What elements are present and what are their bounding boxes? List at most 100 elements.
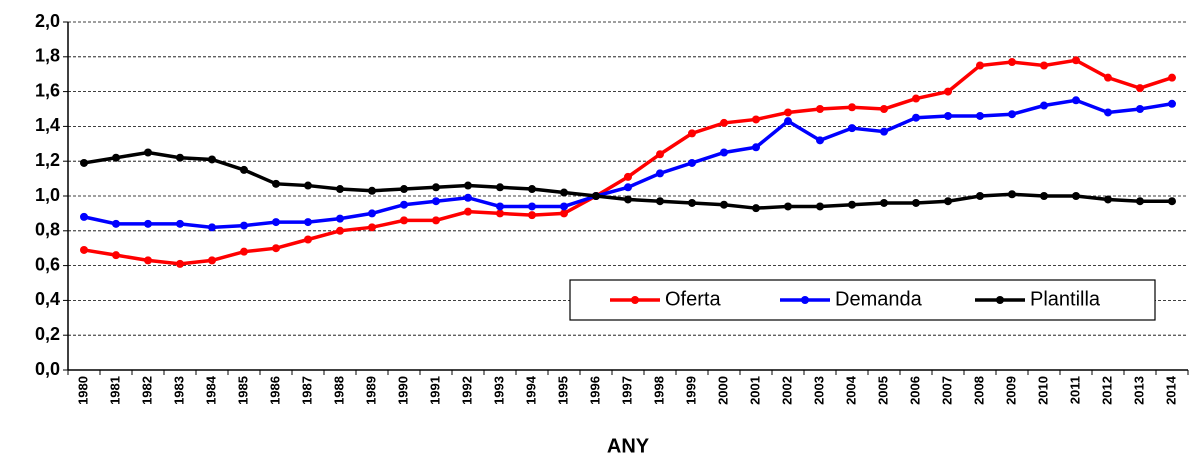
- point: [944, 87, 952, 96]
- x-tick-label: 2009: [1003, 376, 1018, 405]
- point: [1104, 108, 1112, 117]
- point: [208, 256, 216, 265]
- point: [912, 198, 920, 207]
- point: [464, 193, 472, 202]
- point: [880, 198, 888, 207]
- legend-label: Oferta: [665, 288, 721, 310]
- x-tick-label: 2007: [939, 376, 954, 405]
- point: [272, 244, 280, 253]
- point: [624, 183, 632, 192]
- point: [1072, 56, 1080, 65]
- point: [816, 105, 824, 113]
- y-tick-label: 0,4: [35, 289, 60, 309]
- point: [304, 235, 312, 244]
- point: [816, 136, 824, 145]
- x-axis-label: ANY: [607, 435, 650, 457]
- point: [272, 179, 280, 188]
- y-tick-label: 1,0: [35, 185, 60, 205]
- point: [560, 188, 568, 197]
- point: [560, 202, 568, 211]
- point: [656, 150, 664, 159]
- point: [400, 200, 408, 209]
- point: [144, 148, 152, 157]
- point: [976, 192, 984, 200]
- point: [1072, 96, 1080, 105]
- point: [976, 61, 984, 70]
- x-tick-label: 1995: [555, 376, 570, 405]
- point: [1008, 190, 1016, 199]
- x-tick-label: 1984: [203, 375, 218, 405]
- point: [80, 158, 88, 167]
- x-tick-label: 2006: [907, 376, 922, 405]
- point: [464, 181, 472, 190]
- point: [848, 200, 856, 209]
- point: [368, 186, 376, 195]
- point: [624, 195, 632, 204]
- point: [528, 202, 536, 211]
- point: [400, 216, 408, 225]
- point: [880, 105, 888, 113]
- x-tick-label: 1987: [299, 376, 314, 405]
- point: [944, 111, 952, 120]
- x-tick-label: 2005: [875, 376, 890, 405]
- x-tick-label: 2010: [1035, 376, 1050, 405]
- point: [912, 113, 920, 122]
- point: [1168, 99, 1176, 108]
- point: [848, 103, 856, 112]
- point: [272, 218, 280, 227]
- point: [112, 153, 120, 162]
- point: [1168, 197, 1176, 206]
- point: [784, 108, 792, 117]
- y-tick-label: 0,8: [35, 220, 60, 240]
- point: [304, 218, 312, 227]
- point: [80, 245, 88, 254]
- y-tick-label: 0,2: [35, 324, 60, 344]
- series-line: [83, 98, 1173, 230]
- x-tick-label: 1982: [139, 376, 154, 405]
- point: [336, 226, 344, 235]
- x-tick-label: 2013: [1131, 376, 1146, 405]
- point: [560, 209, 568, 218]
- x-tick-label: 1983: [171, 376, 186, 405]
- x-tick-label: 1999: [683, 376, 698, 405]
- legend-marker: [996, 296, 1004, 304]
- x-tick-label: 1990: [395, 376, 410, 405]
- point: [1072, 192, 1080, 200]
- y-tick-label: 1,2: [35, 150, 60, 170]
- point: [144, 219, 152, 228]
- point: [176, 259, 184, 268]
- point: [496, 209, 504, 218]
- point: [368, 223, 376, 232]
- x-tick-label: 2011: [1067, 376, 1082, 404]
- point: [176, 153, 184, 162]
- point: [304, 181, 312, 190]
- point: [112, 219, 120, 228]
- x-tick-label: 1998: [651, 376, 666, 405]
- point: [1104, 195, 1112, 204]
- point: [1008, 110, 1016, 119]
- point: [496, 202, 504, 211]
- point: [688, 129, 696, 138]
- point: [1136, 84, 1144, 93]
- point: [1136, 197, 1144, 206]
- point: [208, 155, 216, 164]
- point: [784, 202, 792, 211]
- x-tick-label: 2000: [715, 376, 730, 405]
- point: [592, 192, 600, 200]
- point: [784, 117, 792, 126]
- point: [528, 211, 536, 220]
- y-tick-label: 1,8: [35, 46, 60, 66]
- point: [80, 212, 88, 221]
- point: [336, 185, 344, 194]
- point: [976, 111, 984, 120]
- point: [144, 256, 152, 265]
- point: [688, 158, 696, 167]
- point: [432, 183, 440, 192]
- point: [240, 221, 248, 230]
- point: [240, 165, 248, 174]
- y-tick-label: 1,6: [35, 80, 60, 100]
- x-tick-label: 1992: [459, 376, 474, 405]
- x-tick-label: 2012: [1099, 376, 1114, 405]
- point: [1040, 101, 1048, 110]
